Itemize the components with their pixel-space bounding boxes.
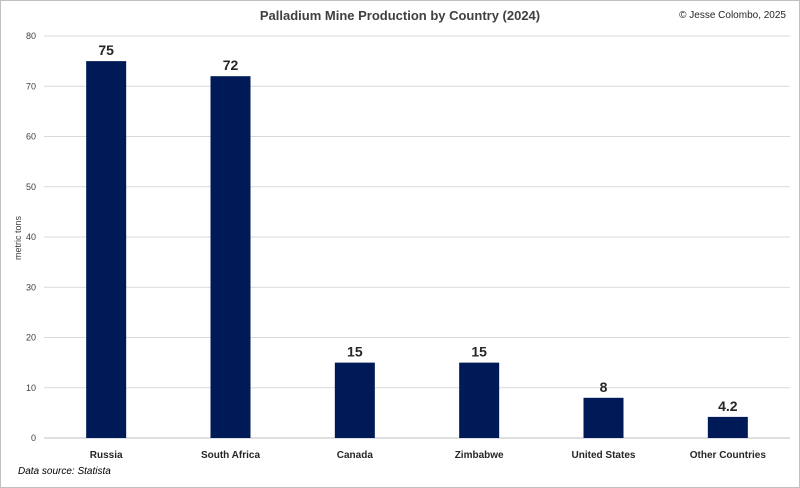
y-axis-ticks: 0 10 20 30 40 50 60 70 80 bbox=[26, 31, 36, 443]
data-label: 15 bbox=[471, 344, 487, 360]
y-tick-label: 0 bbox=[31, 433, 36, 443]
x-category-label: Other Countries bbox=[690, 450, 767, 461]
bar bbox=[459, 362, 500, 438]
y-tick-label: 50 bbox=[26, 182, 36, 192]
data-label: 8 bbox=[600, 379, 608, 395]
y-tick-label: 60 bbox=[26, 132, 36, 142]
bar bbox=[583, 397, 624, 438]
data-label: 72 bbox=[223, 57, 239, 73]
y-tick-label: 70 bbox=[26, 81, 36, 91]
copyright-credit: © Jesse Colombo, 2025 bbox=[679, 10, 786, 21]
bar bbox=[86, 61, 127, 438]
y-tick-label: 10 bbox=[26, 383, 36, 393]
y-axis-label: metric tons bbox=[13, 215, 23, 260]
gridlines bbox=[44, 35, 790, 439]
y-tick-label: 40 bbox=[26, 232, 36, 242]
bar bbox=[210, 76, 251, 438]
chart-title: Palladium Mine Production by Country (20… bbox=[259, 8, 541, 23]
bar bbox=[334, 362, 375, 438]
y-tick-label: 30 bbox=[26, 282, 36, 292]
bars bbox=[86, 61, 748, 438]
y-tick-label: 20 bbox=[26, 333, 36, 343]
data-label: 15 bbox=[347, 344, 363, 360]
x-axis-categories: Russia South Africa Canada Zimbabwe United S… bbox=[90, 450, 767, 461]
data-labels: 75 72 15 15 8 4.2 bbox=[98, 42, 737, 414]
x-category-label: Zimbabwe bbox=[455, 450, 504, 461]
x-category-label: South Africa bbox=[201, 450, 261, 461]
x-category-label: Canada bbox=[337, 450, 374, 461]
data-label: 75 bbox=[98, 42, 114, 58]
data-label: 4.2 bbox=[718, 398, 738, 414]
x-category-label: Russia bbox=[90, 450, 123, 461]
bar bbox=[707, 416, 748, 438]
x-category-label: United States bbox=[572, 450, 636, 461]
y-tick-label: 80 bbox=[26, 31, 36, 41]
data-source-note: Data source: Statista bbox=[18, 466, 111, 477]
